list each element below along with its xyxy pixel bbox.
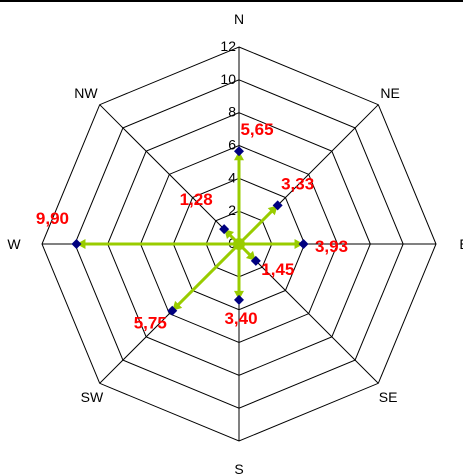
data-point [272, 200, 283, 211]
direction-label: W [7, 236, 21, 252]
direction-label: SE [379, 389, 398, 405]
data-label: 1,28 [180, 190, 213, 209]
data-point [167, 305, 178, 316]
data-label: 1,45 [261, 260, 294, 279]
grid-spoke [238, 243, 379, 384]
direction-label: S [234, 461, 243, 474]
tick-label: 4 [228, 169, 236, 185]
tick-label: 8 [228, 104, 236, 120]
tick-label: 6 [228, 137, 236, 153]
series-line [171, 242, 241, 312]
data-point [234, 146, 244, 157]
top-border [0, 0, 463, 2]
data-point [219, 224, 230, 235]
center-hub [233, 238, 245, 250]
direction-label: NW [74, 85, 98, 101]
tick-label: 2 [228, 202, 236, 218]
data-label: 3,40 [224, 309, 257, 328]
grid-spoke [99, 104, 240, 245]
direction-label: SW [81, 389, 104, 405]
data-label: 3,33 [281, 174, 314, 193]
data-label: 9,90 [36, 209, 69, 228]
tick-label: 12 [220, 38, 236, 54]
data-label: 5,75 [134, 314, 167, 333]
data-point [71, 239, 82, 249]
direction-label: N [234, 11, 244, 27]
data-label: 3,93 [315, 237, 348, 256]
series-line [237, 204, 279, 246]
direction-label: E [459, 236, 463, 252]
tick-label: 10 [220, 71, 236, 87]
data-label: 5,65 [240, 120, 273, 139]
data-point [250, 255, 261, 266]
direction-label: NE [380, 85, 399, 101]
data-point [234, 294, 244, 305]
data-point [298, 239, 309, 249]
